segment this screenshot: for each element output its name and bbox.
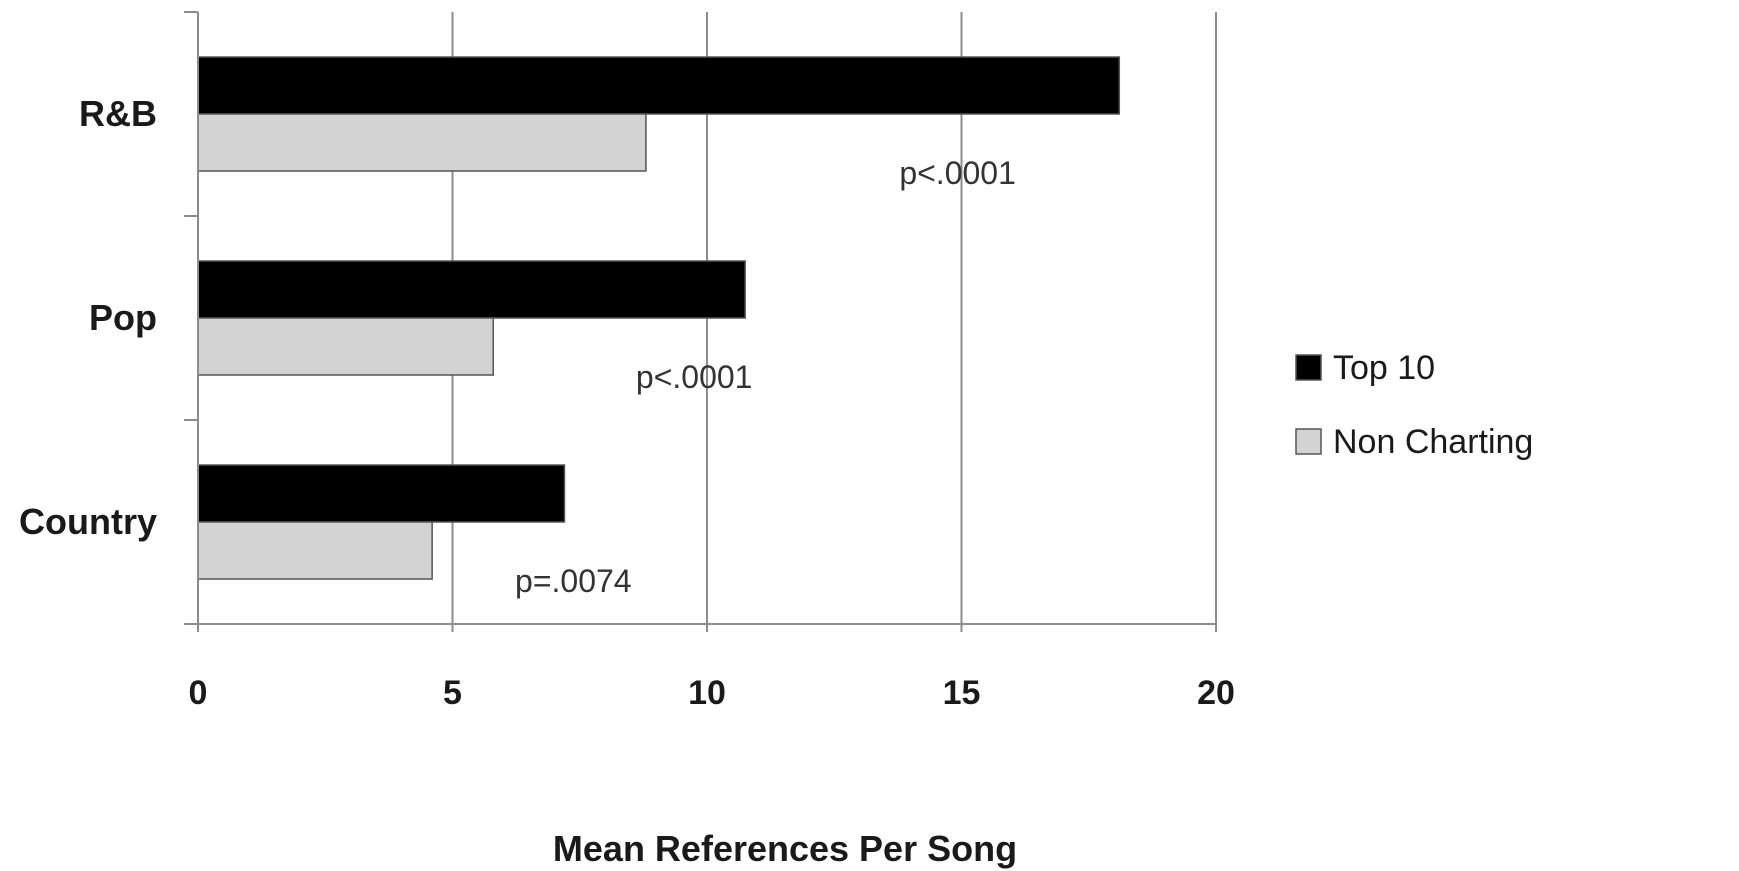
significance-annotation: p=.0074: [515, 563, 632, 599]
bar-top10-pop: [197, 260, 746, 319]
axes: [184, 11, 1217, 632]
significance-annotations: p<.0001 p<.0001 p=.0074: [515, 155, 1016, 599]
x-tick-label: 20: [1197, 674, 1235, 712]
x-tick-labels: 0 5 10 15 20: [189, 674, 1235, 712]
legend-label: Non Charting: [1333, 423, 1533, 461]
bar-top10-r-b: [197, 56, 1121, 115]
x-tick-label: 0: [189, 674, 208, 712]
bar-noncharting-country: [197, 521, 433, 580]
x-tick-label: 15: [943, 674, 981, 712]
legend-label: Top 10: [1333, 349, 1435, 387]
legend-swatch: [1295, 354, 1322, 381]
category-label: Country: [19, 501, 157, 542]
bar-top10-country: [197, 464, 566, 523]
bar-noncharting-pop: [197, 317, 494, 376]
x-tick-label: 5: [443, 674, 462, 712]
legend: Top 10 Non Charting: [1295, 349, 1533, 461]
x-axis-title: Mean References Per Song: [553, 828, 1017, 869]
category-label: R&B: [79, 93, 157, 134]
legend-swatch: [1295, 428, 1322, 455]
bar-noncharting-r-b: [197, 113, 647, 172]
significance-annotation: p<.0001: [636, 359, 753, 395]
category-label: Pop: [89, 297, 157, 338]
significance-annotation: p<.0001: [899, 155, 1016, 191]
category-labels: R&B Pop Country: [19, 93, 157, 542]
bars-group: [197, 56, 1121, 580]
x-tick-label: 10: [688, 674, 726, 712]
